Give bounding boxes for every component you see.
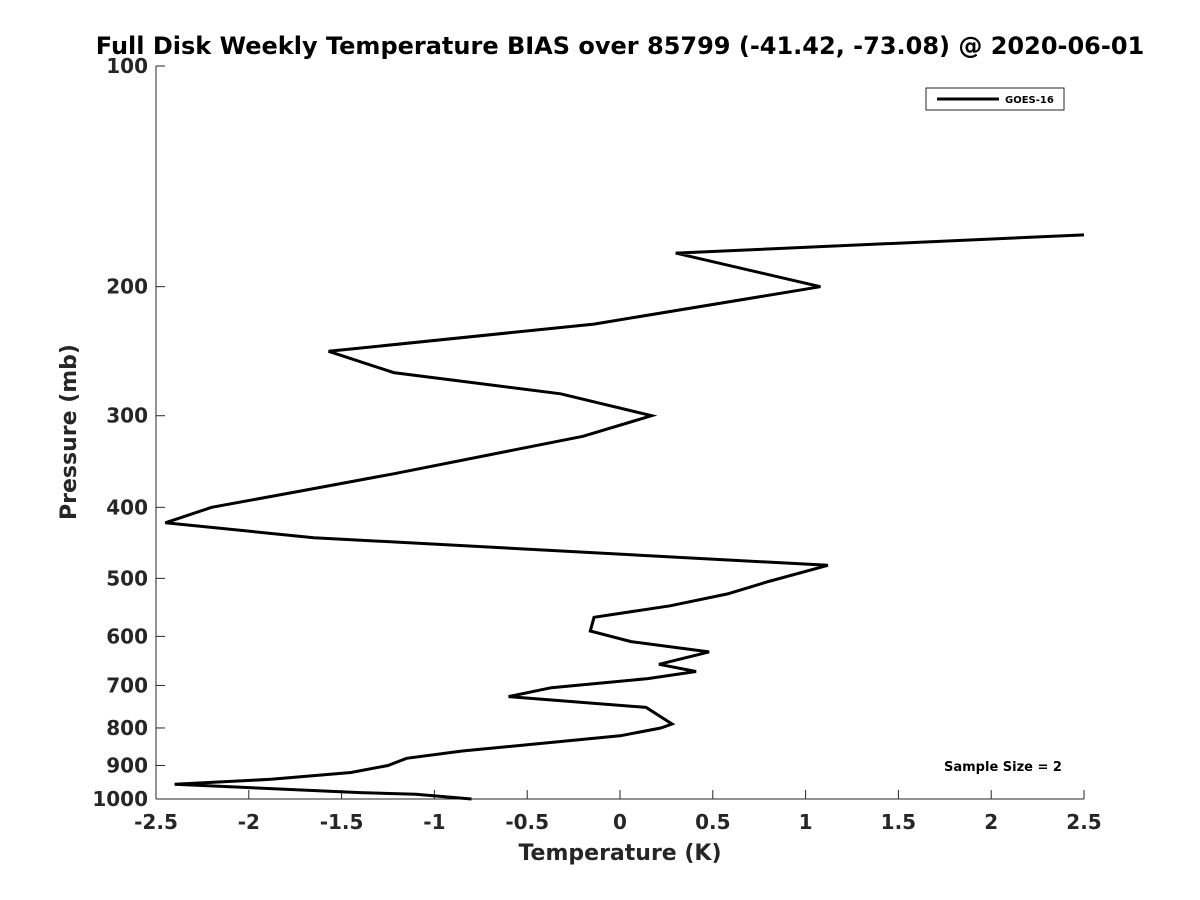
y-tick-label: 900 <box>106 753 148 777</box>
y-tick-label: 100 <box>106 54 148 78</box>
legend: GOES-16 <box>925 87 1065 111</box>
y-tick-label: 600 <box>106 624 148 648</box>
legend-entry-goes16: GOES-16 <box>1005 95 1054 106</box>
y-tick-label: 800 <box>106 716 148 740</box>
x-axis-label: Temperature (K) <box>518 841 721 866</box>
y-tick-label: 300 <box>106 404 148 428</box>
x-tick-label: 0.5 <box>695 810 730 834</box>
x-tick-label: -2.5 <box>134 810 178 834</box>
y-tick-label: 500 <box>106 566 148 590</box>
chart-title: Full Disk Weekly Temperature BIAS over 8… <box>96 32 1144 60</box>
x-tick-label: 2.5 <box>1066 810 1101 834</box>
x-tick-label: -1.5 <box>320 810 364 834</box>
x-tick-label: 0 <box>613 810 627 834</box>
plot-area: -2.5 -2 -1.5 -1 -0.5 0 0.5 1 1.5 2 2.5 100 200 300 40… <box>92 54 1101 834</box>
series-line-goes-16 <box>164 233 1085 801</box>
x-tick-label: -2 <box>238 810 260 834</box>
x-tick-label: 1.5 <box>881 810 916 834</box>
x-tick-label: 2 <box>984 810 998 834</box>
y-ticks: 100 200 300 400 500 600 700 800 900 1000 <box>92 54 165 811</box>
y-axis-label: Pressure (mb) <box>57 344 82 520</box>
sample-size-annotation: Sample Size = 2 <box>944 760 1062 775</box>
x-tick-label: -0.5 <box>505 810 549 834</box>
x-tick-label: 1 <box>799 810 813 834</box>
x-ticks: -2.5 -2 -1.5 -1 -0.5 0 0.5 1 1.5 2 2.5 <box>134 790 1102 834</box>
y-tick-label: 1000 <box>92 787 148 811</box>
y-tick-label: 200 <box>106 275 148 299</box>
x-tick-label: -1 <box>423 810 445 834</box>
series-lines <box>164 233 1085 801</box>
y-tick-label: 400 <box>106 495 148 519</box>
y-tick-label: 700 <box>106 673 148 697</box>
